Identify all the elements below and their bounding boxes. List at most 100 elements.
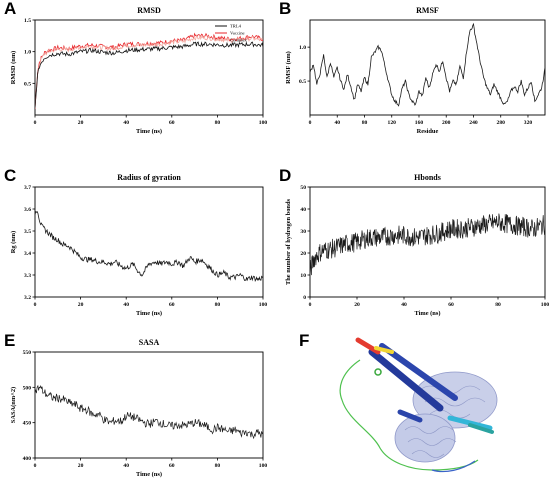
globular-domain-lower: [394, 413, 456, 463]
y-tick-label: 1.5: [24, 18, 31, 24]
y-tick-label: 500: [23, 385, 32, 391]
panel-label-e: E: [4, 331, 15, 350]
plot-frame: [309, 186, 546, 298]
y-tick-label: 20: [300, 251, 306, 257]
panel-label-d: D: [279, 166, 291, 185]
chart-panel-radius-of-gyration: C Radius of gyration 0 20 40 60 80 100 3.2 3.3 3.4…: [4, 166, 267, 317]
chart-panel-hbonds: D Hbonds 0 20 40 60 80 100 0 10 20 30 40 50 Time (ns) T…: [279, 166, 549, 317]
series-line-trl4: [35, 41, 263, 108]
y-tick-label: 1.0: [24, 50, 31, 56]
legend-label-trl4: TRL4: [230, 24, 242, 29]
chart-panel-rmsd: A RMSD 0 20 40 60 80 100 0.5 1.0 1.5 Time (ns) RMSD …: [4, 0, 267, 135]
y-tick-label: 3.4: [24, 251, 31, 257]
x-tick-label: 80: [495, 302, 501, 308]
chart-panel-sasa: E SASA 0 20 40 60 80 100 400 450 500 550 Time (ns) SA…: [4, 331, 267, 478]
plot-frame: [309, 19, 546, 116]
x-tick-label: 40: [123, 463, 129, 469]
helix-cyan: [447, 415, 493, 431]
y-axis-label: Rg (nm): [10, 231, 17, 254]
panel-label-f: F: [299, 331, 309, 350]
x-tick-label: 0: [34, 463, 37, 469]
y-tick-label: 450: [23, 421, 32, 427]
series-line: [35, 384, 263, 440]
panel-label-a: A: [4, 0, 16, 18]
series-line-complex: [35, 34, 263, 108]
series-line: [35, 210, 263, 282]
plot-frame: [34, 186, 264, 298]
x-tick-label: 100: [259, 302, 268, 308]
x-tick-label: 200: [442, 120, 451, 126]
panel-label-c: C: [4, 166, 16, 185]
y-tick-label: 3.2: [24, 295, 31, 301]
helix-short: [397, 409, 423, 423]
y-tick-label: 3.3: [24, 273, 31, 279]
x-tick-label: 0: [34, 302, 37, 308]
y-tick-label: 400: [23, 456, 32, 462]
x-tick-label: 80: [362, 120, 368, 126]
legend-label-vaccine: Vaccine: [230, 31, 245, 36]
x-axis-label: Time (ns): [136, 471, 162, 478]
helix-n-terminus: [355, 337, 381, 355]
x-tick-label: 60: [169, 120, 175, 126]
x-tick-label: 80: [215, 302, 221, 308]
y-tick-label: 40: [300, 207, 306, 213]
protein-structure-image: F: [299, 331, 498, 473]
helix-yellow: [374, 346, 394, 354]
y-tick-label: 1.0: [299, 45, 306, 51]
panel-label-b: B: [279, 0, 291, 18]
x-tick-label: 100: [541, 302, 550, 308]
x-tick-label: 60: [169, 463, 175, 469]
y-axis-label: SASA(nm^2): [10, 387, 17, 423]
x-tick-label: 240: [469, 120, 478, 126]
y-tick-label: 10: [300, 273, 306, 279]
x-tick-label: 0: [309, 120, 312, 126]
y-axis-label: The number of hydrogen bonds: [285, 198, 292, 285]
series-line: [310, 22, 545, 107]
plot-frame: [34, 351, 264, 459]
x-tick-label: 320: [524, 120, 533, 126]
y-tick-label: 0: [303, 295, 306, 301]
x-tick-label: 0: [309, 302, 312, 308]
chart-title: Hbonds: [414, 173, 441, 182]
y-axis-label: RMSD (nm): [10, 51, 17, 85]
chart-legend: TRL4 Vaccine Complex: [215, 24, 248, 43]
legend-label-complex: Complex: [230, 38, 248, 43]
y-tick-label: 3.5: [24, 229, 31, 235]
y-tick-label: 30: [300, 229, 306, 235]
y-tick-label: 3.6: [24, 207, 31, 213]
x-tick-label: 40: [334, 120, 340, 126]
y-axis-label: RMSF (nm): [285, 51, 292, 84]
x-axis-label: Residue: [417, 128, 439, 135]
x-tick-label: 80: [215, 120, 221, 126]
helix-long-2: [379, 343, 458, 401]
loop-coil-blue: [431, 460, 476, 473]
loop-coil-green: [339, 359, 479, 471]
series-line: [310, 213, 545, 276]
x-tick-label: 40: [401, 302, 407, 308]
x-tick-label: 280: [497, 120, 506, 126]
x-tick-label: 60: [448, 302, 454, 308]
plot-frame: [34, 19, 264, 116]
y-tick-label: 0.5: [24, 81, 31, 87]
domain-texture: [404, 385, 486, 458]
x-tick-label: 20: [78, 302, 84, 308]
chart-title: Radius of gyration: [117, 173, 181, 182]
x-axis-label: Time (ns): [136, 128, 162, 135]
chart-title: RMSF: [416, 6, 439, 15]
chart-title: SASA: [139, 338, 160, 347]
x-tick-label: 40: [123, 302, 129, 308]
y-tick-label: 3.7: [24, 185, 31, 191]
x-axis-label: Time (ns): [415, 310, 441, 317]
x-tick-label: 0: [34, 120, 37, 126]
helix-long-1: [368, 348, 444, 412]
x-tick-label: 20: [354, 302, 360, 308]
series-line-vaccine: [35, 32, 263, 109]
x-tick-label: 120: [388, 120, 397, 126]
x-tick-label: 160: [415, 120, 424, 126]
y-tick-label: 0.5: [299, 79, 306, 85]
helix-teal: [468, 423, 494, 434]
coil-green-knot: [374, 368, 382, 376]
x-tick-label: 60: [169, 302, 175, 308]
